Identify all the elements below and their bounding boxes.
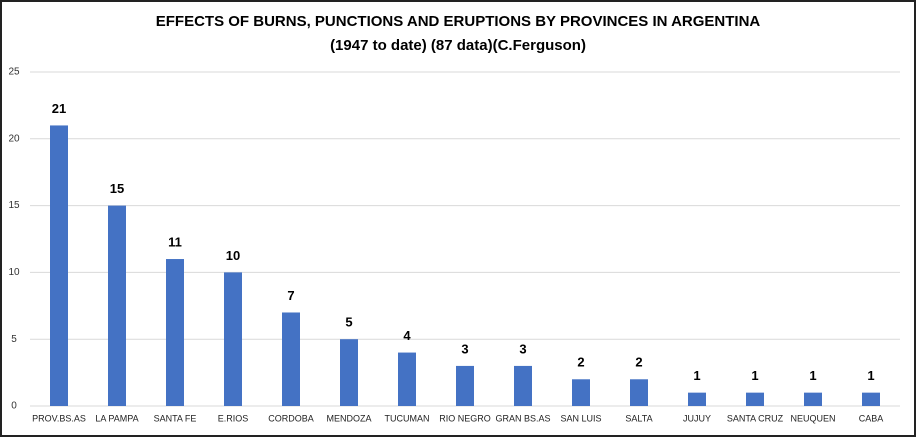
value-label: 3 (519, 341, 526, 356)
y-tick-label: 10 (8, 267, 20, 278)
bar (862, 392, 880, 406)
x-tick-label: CORDOBA (268, 413, 314, 423)
bar (572, 379, 590, 406)
bar (50, 125, 68, 406)
x-tick-label: PROV.BS.AS (32, 413, 86, 423)
value-label: 1 (693, 368, 700, 383)
bar (398, 352, 416, 406)
bar (514, 365, 532, 406)
bar (108, 205, 126, 406)
x-tick-label: MENDOZA (327, 413, 372, 423)
value-label: 7 (287, 288, 294, 303)
bar (456, 365, 474, 406)
x-tick-label: SAN LUIS (560, 413, 601, 423)
bar (166, 259, 184, 406)
y-tick-label: 15 (8, 200, 20, 211)
x-tick-label: GRAN BS.AS (495, 413, 550, 423)
value-label: 15 (110, 181, 124, 196)
value-label: 1 (867, 368, 874, 383)
x-tick-label: SANTA CRUZ (727, 413, 784, 423)
chart-title: EFFECTS OF BURNS, PUNCTIONS AND ERUPTION… (156, 13, 761, 30)
value-label: 4 (403, 328, 411, 343)
x-tick-label: TUCUMAN (385, 413, 430, 423)
x-tick-label: JUJUY (683, 413, 711, 423)
value-label: 11 (168, 234, 182, 249)
value-label: 1 (751, 368, 758, 383)
bar (340, 339, 358, 406)
bar (282, 312, 300, 406)
y-tick-label: 25 (8, 67, 20, 78)
bar (630, 379, 648, 406)
y-tick-label: 20 (8, 133, 20, 144)
x-tick-label: SALTA (625, 413, 652, 423)
x-tick-label: E.RIOS (218, 413, 249, 423)
bar (746, 392, 764, 406)
chart-subtitle: (1947 to date) (87 data)(C.Ferguson) (330, 37, 586, 54)
x-tick-label: SANTA FE (154, 413, 197, 423)
x-tick-label: NEUQUEN (790, 413, 835, 423)
y-tick-label: 5 (11, 334, 17, 345)
value-label: 2 (635, 355, 642, 370)
value-label: 5 (345, 315, 352, 330)
bar (688, 392, 706, 406)
value-label: 1 (809, 368, 816, 383)
bar (224, 272, 242, 406)
x-tick-label: LA PAMPA (95, 413, 138, 423)
value-label: 21 (52, 101, 66, 116)
value-label: 2 (577, 355, 584, 370)
value-label: 3 (461, 341, 468, 356)
y-tick-label: 0 (11, 401, 17, 412)
x-tick-label: RIO NEGRO (439, 413, 491, 423)
value-label: 10 (226, 248, 240, 263)
x-tick-label: CABA (859, 413, 884, 423)
bar (804, 392, 822, 406)
